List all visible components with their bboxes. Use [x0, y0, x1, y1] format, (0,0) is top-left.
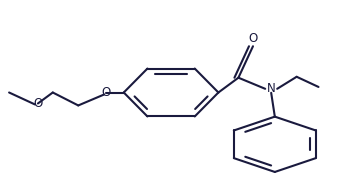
Text: O: O	[102, 86, 111, 99]
Text: O: O	[248, 32, 258, 45]
Text: N: N	[267, 82, 276, 95]
Text: O: O	[33, 97, 43, 110]
